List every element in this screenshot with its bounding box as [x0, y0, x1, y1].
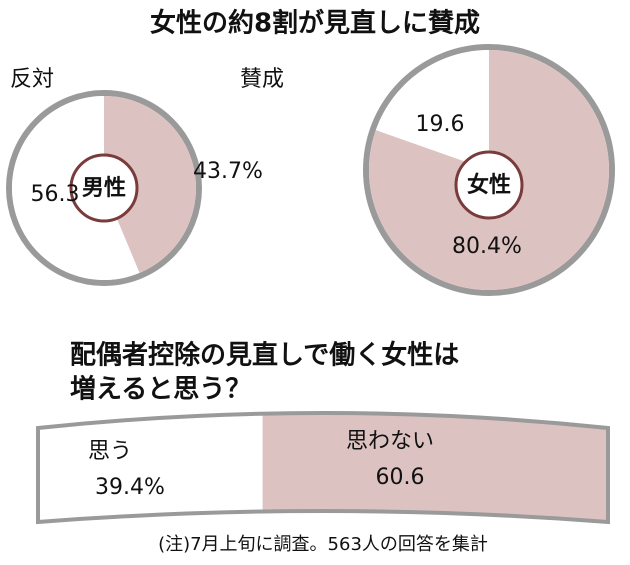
- bar-group: [38, 413, 608, 522]
- bar-outline: [36, 411, 610, 525]
- value-label: 60.6: [376, 465, 425, 490]
- center-label: 男性: [82, 176, 126, 201]
- center-circle: [454, 150, 524, 220]
- value-label: 43.7%: [193, 159, 263, 184]
- category-label: 思う: [88, 439, 132, 464]
- pie-rim: [363, 44, 615, 296]
- category-label: 思わない: [346, 429, 434, 454]
- category-label: 賛成: [240, 67, 284, 92]
- category-label: 反対: [10, 67, 54, 92]
- center-label: 女性: [467, 172, 511, 198]
- value-label: 80.4%: [452, 234, 522, 259]
- chart-title: 女性の約8割が見直しに賛成: [150, 8, 480, 39]
- pie-slice: [104, 96, 196, 273]
- bar-title: 配偶者控除の見直しで働く女性は: [70, 340, 459, 371]
- value-label: 56.3: [31, 182, 80, 207]
- bar-segment: [38, 413, 263, 522]
- bar-segment: [262, 413, 608, 522]
- pie-slice: [375, 50, 489, 170]
- value-label: 19.6: [416, 112, 465, 137]
- bar-title: 増えると思う？: [70, 375, 251, 405]
- pie-rim: [6, 90, 202, 286]
- note: (注)7月上旬に調査。563人の回答を集計: [158, 534, 488, 555]
- value-label: 39.4%: [95, 475, 165, 500]
- center-circle: [69, 153, 139, 223]
